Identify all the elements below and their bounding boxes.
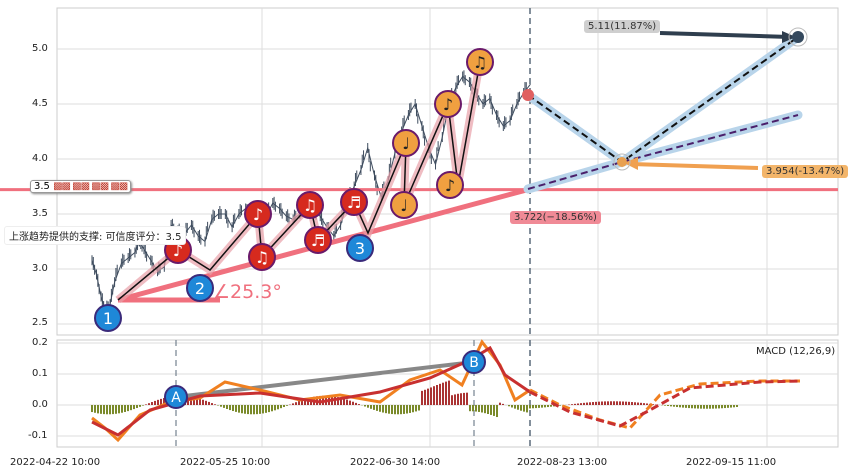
macd-marker-label: B: [469, 355, 479, 371]
y-tick: -0.1: [28, 430, 48, 441]
wave-band: [115, 61, 484, 304]
note-icon: ♬: [347, 193, 361, 212]
arrow-mid: [631, 162, 759, 170]
macd-marker: [462, 350, 486, 374]
note-marker: [340, 188, 368, 216]
macd-marker-label: A: [171, 390, 181, 406]
note-marker: [434, 90, 462, 118]
wave-marker: [186, 274, 214, 302]
wave-label: 2: [195, 279, 205, 298]
y-tick: 0.0: [32, 399, 48, 410]
y-tick: 4.0: [32, 153, 48, 164]
wave-label: 3: [355, 239, 365, 258]
y-tick: 0.1: [32, 368, 48, 379]
note-icon: ♫: [303, 196, 317, 215]
angle-label: ∠25.3°: [213, 281, 282, 303]
x-tick: 2022-08-23 13:00: [517, 457, 608, 468]
target-point: [792, 31, 804, 43]
projection-band: [523, 32, 803, 168]
note-marker: [466, 48, 494, 76]
projection-label-low: 3.722(−18.56%): [510, 211, 601, 224]
note-icon: ♪: [443, 95, 453, 114]
note-icon: ♪: [173, 241, 183, 260]
arrow-head: [624, 157, 638, 170]
projection-label-mid: 3.954(-13.47%): [762, 165, 848, 178]
y-tick: 2.5: [32, 317, 48, 328]
projection-line: [527, 36, 799, 164]
wave-label: 1: [103, 309, 113, 328]
y-tick: 5.0: [32, 43, 48, 54]
note-marker: [436, 171, 464, 199]
note-marker: [392, 129, 420, 157]
note-marker: [296, 191, 324, 219]
legend-label: 3.5: [34, 181, 50, 192]
y-tick: 3.0: [32, 263, 48, 274]
note-icon: ♩: [402, 134, 410, 153]
note-marker: [248, 243, 276, 271]
target-point: [617, 157, 627, 167]
note-marker: [304, 226, 332, 254]
divergence-line: [175, 360, 475, 399]
note-icon: ♫: [473, 53, 487, 72]
macd-marker: [164, 385, 188, 409]
wave-marker: [94, 304, 122, 332]
x-tick: 2022-04-22 10:00: [10, 457, 101, 468]
y-tick: 4.5: [32, 98, 48, 109]
signal-line: [91, 345, 531, 437]
wave-marker: [346, 234, 374, 262]
note-icon: ♬: [311, 231, 325, 250]
note-icon: ♪: [253, 205, 263, 224]
x-tick: 2022-05-25 10:00: [180, 457, 271, 468]
target-ring: [788, 27, 808, 47]
y-tick: 0.2: [32, 337, 48, 348]
macd-legend: MACD (12,26,9): [756, 346, 836, 357]
note-marker: [390, 191, 418, 219]
y-tick: 3.5: [32, 208, 48, 219]
wave-line: [117, 61, 481, 301]
x-tick: 2022-06-30 14:00: [350, 457, 441, 468]
support-label: 上涨趋势提供的支撑: 可信度评分：3.5: [4, 226, 187, 245]
macd-projection: [529, 379, 800, 430]
note-icon: ♫: [255, 248, 269, 267]
signal-projection: [529, 379, 801, 428]
projection-label-high: 5.11(11.87%): [584, 20, 661, 33]
note-marker: [244, 200, 272, 228]
target-ring: [613, 153, 631, 171]
macd-panel: [56, 339, 839, 448]
note-icon: ♪: [445, 176, 455, 195]
arrow-high: [659, 31, 791, 39]
legend-box: 3.5 ▩▩ ▩▩ ▩▩ ▩▩: [30, 180, 132, 193]
note-icon: ♩: [400, 196, 408, 215]
x-tick: 2022-09-15 11:00: [686, 457, 777, 468]
current-point: [522, 89, 534, 101]
